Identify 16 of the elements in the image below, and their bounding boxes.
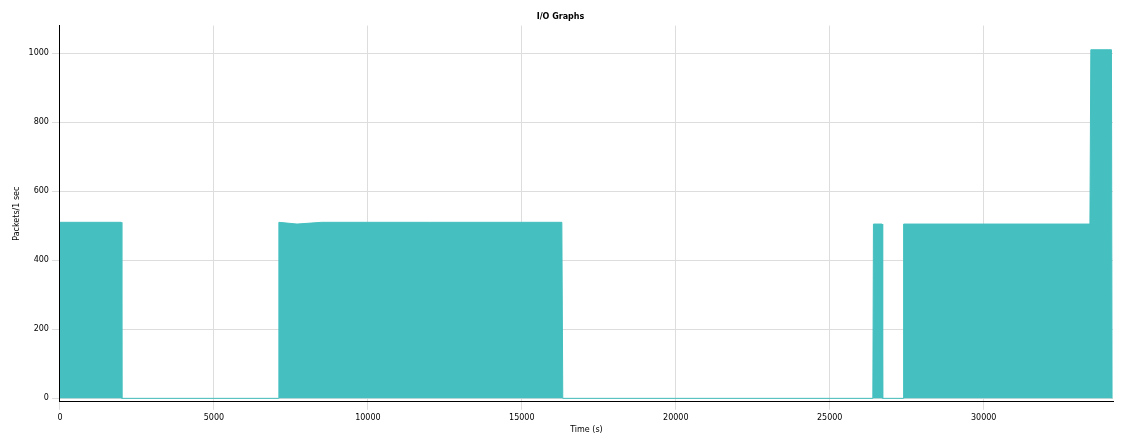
chart-title: I/O Graphs [536, 11, 585, 21]
x-tick-label: 0 [57, 412, 63, 422]
x-tick-label: 20000 [663, 412, 689, 422]
y-tick-label: 400 [33, 255, 49, 265]
x-tick-label: 15000 [509, 412, 535, 422]
y-tick-label: 0 [43, 393, 49, 403]
y-tick-label: 600 [33, 186, 49, 196]
x-tick-label: 10000 [355, 412, 381, 422]
x-tick-label: 5000 [203, 412, 225, 422]
y-axis-title: Packets/1 sec [11, 186, 21, 241]
x-tick-label: 30000 [970, 412, 997, 422]
y-tick-label: 1000 [28, 48, 49, 58]
x-tick-label: 25000 [817, 412, 843, 422]
y-tick-label: 800 [33, 117, 49, 127]
y-tick-label: 200 [33, 324, 49, 334]
x-axis-title: Time (s) [569, 425, 603, 435]
